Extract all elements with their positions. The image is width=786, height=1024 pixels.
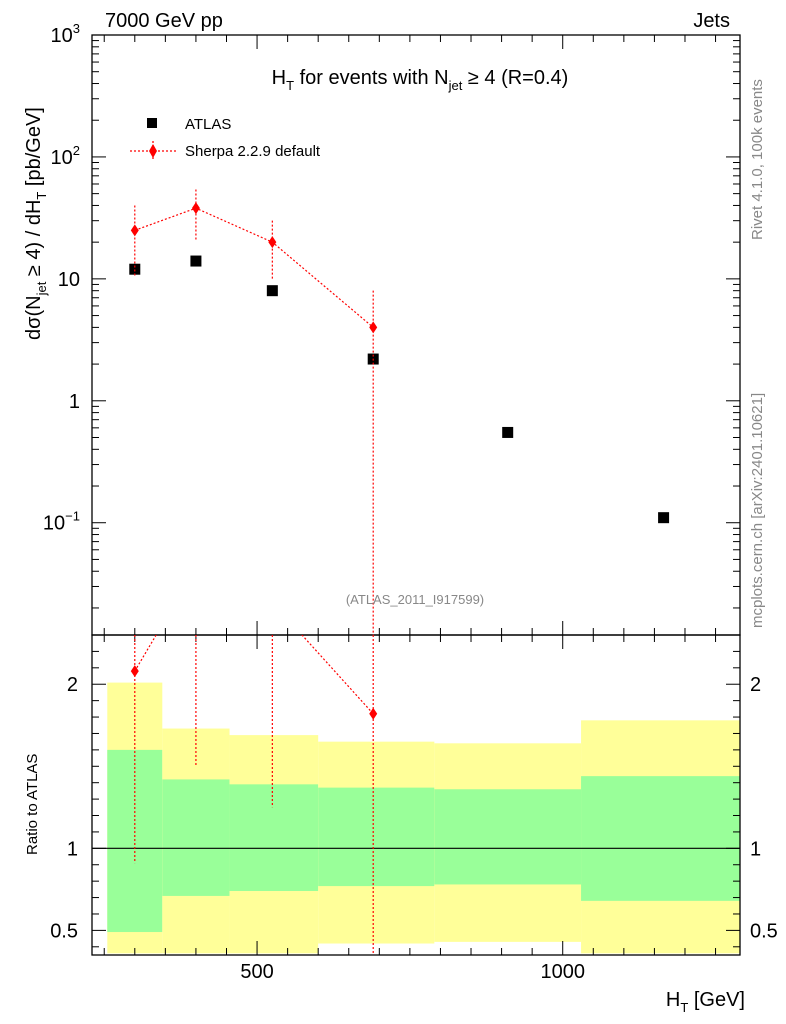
legend: ATLAS Sherpa 2.2.9 default (130, 116, 321, 161)
y-tick-label-1: 102 (51, 143, 80, 169)
atlas-point-4 (502, 426, 514, 438)
ratio-y-tick-label-left-0: 0.5 (50, 920, 78, 942)
ratio-band-inner-4 (434, 789, 582, 885)
x-axis-label: HT [GeV] (666, 989, 745, 1015)
ratio-band-inner-5 (581, 776, 740, 901)
atlas-point-5 (658, 512, 670, 524)
legend-sherpa-marker (149, 144, 157, 158)
atlas-point-0 (129, 263, 141, 275)
ratio-band-inner-2 (229, 784, 319, 891)
ratio-axes: 0.5 0.5 1 1 2 2 (50, 634, 778, 956)
ratio-y-tick-label-right-2: 2 (750, 674, 761, 696)
ratio-series (130, 635, 378, 955)
ratio-sherpa-point-3 (369, 707, 378, 720)
y-tick-label-2: 10 (58, 269, 80, 291)
sherpa-line (134, 207, 374, 328)
analysis-tag: (ATLAS_2011_I917599) (346, 592, 484, 607)
ratio-y-tick-label-left-2: 2 (67, 674, 78, 696)
legend-sherpa-label: Sherpa 2.2.9 default (185, 143, 321, 160)
ratio-sherpa-point-0 (130, 665, 139, 678)
ratio-y-tick-label-right-0: 0.5 (750, 920, 778, 942)
mcplots-label: mcplots.cern.ch [arXiv:2401.10621] (749, 393, 766, 628)
ratio-y-axis-label: Ratio to ATLAS (24, 754, 41, 855)
ratio-bands (107, 682, 740, 954)
sherpa-point-3 (369, 321, 378, 334)
ratio-sherpa-line (134, 635, 374, 715)
main-series (129, 189, 670, 635)
ratio-y-tick-label-right-1: 1 (750, 838, 761, 860)
ratio-plot-frame (91, 634, 741, 956)
atlas-point-2 (266, 285, 278, 297)
sherpa-point-0 (130, 224, 139, 237)
y-tick-label-3: 1 (69, 391, 80, 413)
legend-atlas-label: ATLAS (185, 116, 231, 133)
rivet-label: Rivet 4.1.0, 100k events (749, 79, 766, 240)
ratio-band-inner-1 (162, 779, 230, 896)
x-tick-label-1: 1000 (540, 961, 585, 983)
sherpa-point-2 (268, 236, 277, 249)
ratio-series-clipped (130, 635, 378, 955)
atlas-point-1 (190, 255, 202, 267)
y-axis-label: dσ(Njet ≥ 4) / dHT [pb/GeV] (23, 107, 49, 340)
legend-atlas-marker (147, 118, 157, 128)
x-tick-label-0: 500 (240, 961, 273, 983)
sherpa-point-1 (191, 202, 200, 215)
chart-title: HT for events with Njet ≥ 4 (R=0.4) (272, 67, 569, 93)
y-tick-label-4: 10−1 (43, 509, 80, 535)
ratio-y-tick-label-left-1: 1 (67, 838, 78, 860)
y-tick-label-0: 103 (51, 21, 80, 47)
ratio-band-inner-3 (318, 787, 435, 887)
header-right-label: Jets (693, 10, 730, 32)
header-left-label: 7000 GeV pp (105, 10, 223, 32)
